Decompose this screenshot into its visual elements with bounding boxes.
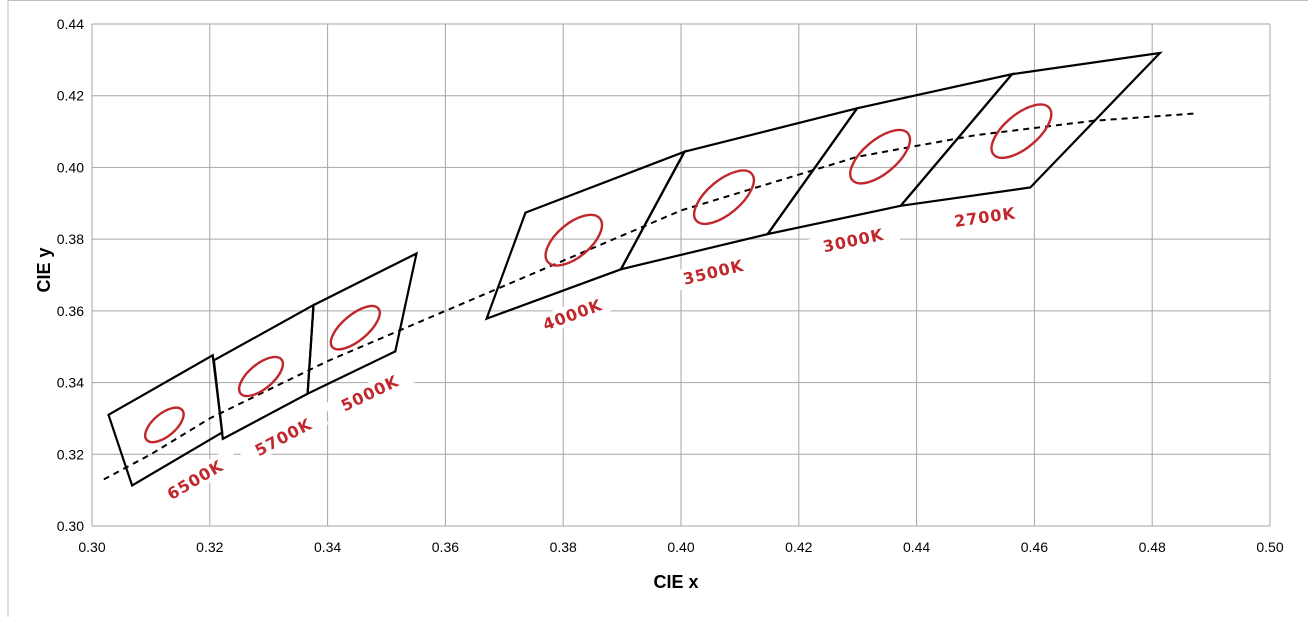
y-tick-label: 0.44 (57, 16, 84, 32)
bin-5000k (306, 251, 419, 396)
planckian-locus (103, 112, 1194, 481)
x-tick-label: 0.30 (78, 539, 105, 555)
macadam-ellipse (849, 128, 912, 185)
y-tick-label: 0.40 (57, 159, 84, 175)
x-tick-label: 0.32 (196, 539, 223, 555)
macadam-ellipse (237, 355, 285, 398)
y-tick-label: 0.38 (57, 231, 84, 247)
x-tick-label: 0.34 (314, 539, 341, 555)
macadam-ellipse (144, 406, 185, 444)
x-tick-labels: 0.30 0.32 0.34 0.36 0.38 0.40 0.42 0.44 0.46 0.48… (78, 539, 1283, 555)
x-tick-label: 0.46 (1021, 539, 1048, 555)
cct-label-background (323, 363, 416, 422)
bin-quadrangle (897, 51, 1163, 208)
macadam-ellipse (544, 213, 604, 267)
cct-label-background (806, 220, 901, 260)
bin-2700k (897, 51, 1163, 208)
cct-label-background (666, 251, 761, 293)
macadam-ellipse (329, 304, 381, 351)
cct-bins (107, 51, 1163, 488)
x-tick-label: 0.50 (1256, 539, 1283, 555)
macadam-ellipse (990, 103, 1053, 160)
y-tick-label: 0.36 (57, 303, 84, 319)
planckian-locus-line (103, 112, 1194, 481)
cct-label-background (525, 288, 620, 340)
cct-label-background (238, 406, 329, 468)
grid-lines (91, 23, 1271, 527)
y-tick-label: 0.32 (57, 446, 84, 462)
x-tick-label: 0.36 (432, 539, 459, 555)
x-tick-label: 0.42 (785, 539, 812, 555)
y-tick-label: 0.34 (57, 375, 84, 391)
y-axis-title: CIE y (34, 247, 54, 292)
macadam-ellipse (692, 169, 756, 226)
x-tick-label: 0.40 (667, 539, 694, 555)
cct-label-background (937, 200, 1032, 234)
y-tick-label: 0.30 (57, 518, 84, 534)
bin-quadrangle (306, 251, 419, 396)
x-axis-title: CIE x (653, 572, 698, 592)
x-tick-label: 0.44 (903, 539, 930, 555)
x-tick-label: 0.38 (550, 539, 577, 555)
y-tick-labels: 0.30 0.32 0.34 0.36 0.38 0.40 0.42 0.44 (57, 16, 84, 534)
cct-label-background (150, 447, 240, 512)
x-tick-label: 0.48 (1139, 539, 1166, 555)
y-tick-label: 0.42 (57, 88, 84, 104)
